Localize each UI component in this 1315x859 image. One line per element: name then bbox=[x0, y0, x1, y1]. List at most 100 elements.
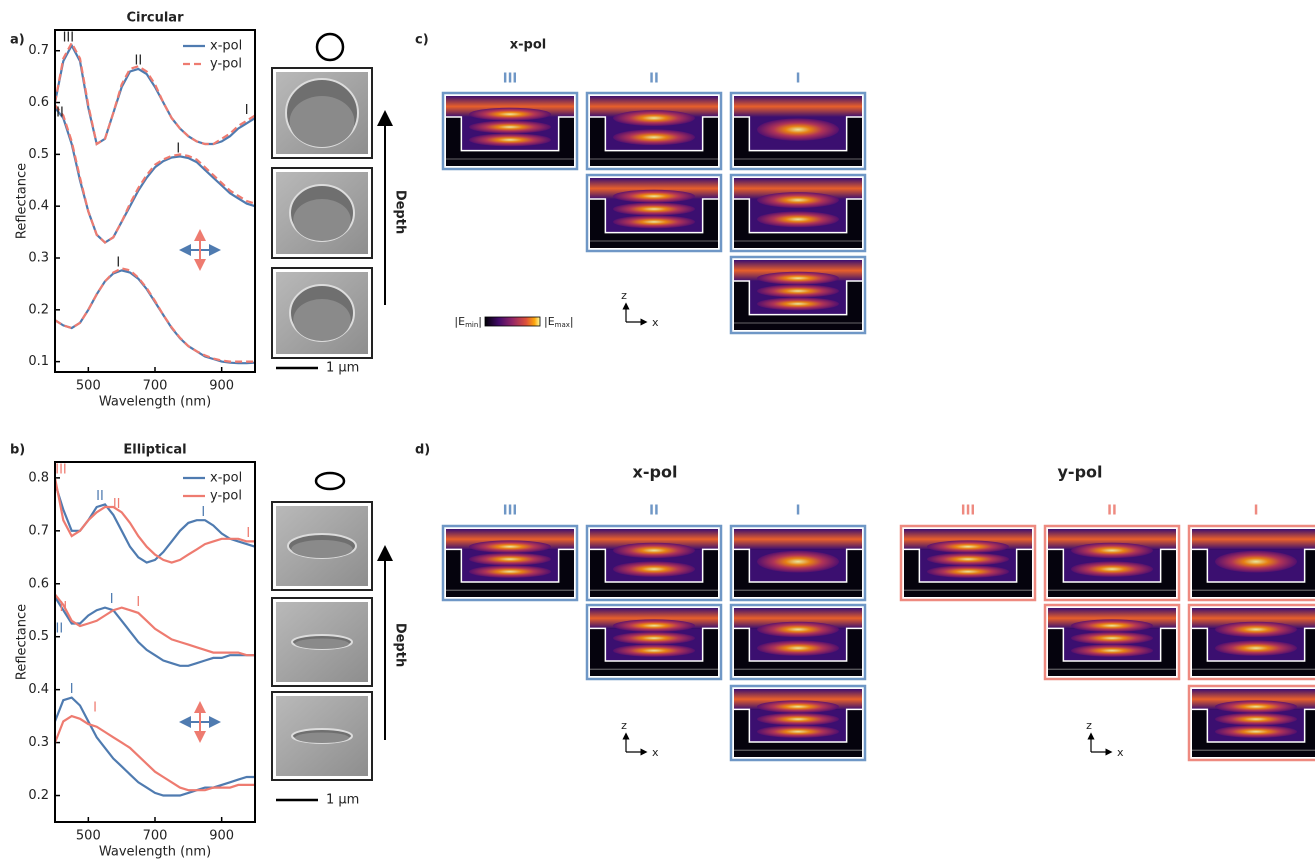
axis-icon-label: z bbox=[621, 289, 627, 302]
y-tick-label: 0.7 bbox=[28, 523, 49, 538]
x-tick-label: 500 bbox=[76, 829, 101, 844]
mode-annotation: I bbox=[246, 526, 250, 541]
legend-label: x-pol bbox=[210, 471, 242, 486]
field-lobe bbox=[469, 553, 551, 566]
sem-hole-floor bbox=[293, 299, 351, 341]
field-lobe bbox=[757, 725, 839, 738]
field-lobe bbox=[757, 713, 839, 726]
sem-hole-floor bbox=[290, 96, 355, 147]
colorbar-label-part: max bbox=[555, 321, 570, 329]
mode-label: II bbox=[1107, 504, 1117, 519]
mode-annotation: II bbox=[56, 105, 64, 120]
legend-label: y-pol bbox=[210, 57, 242, 72]
mode-annotation: II bbox=[134, 54, 142, 69]
mode-annotation: III bbox=[55, 462, 67, 477]
sem-hole-floor bbox=[293, 199, 351, 241]
field-lobe bbox=[1071, 632, 1153, 645]
colorbar-label-part: | bbox=[570, 315, 574, 328]
field-lobe bbox=[613, 644, 695, 657]
line-series bbox=[55, 105, 255, 242]
field-lobe bbox=[1215, 725, 1297, 738]
colorbar-label-part: |E bbox=[454, 315, 465, 328]
field-lobe bbox=[757, 192, 839, 208]
y-tick-label: 0.1 bbox=[28, 354, 49, 369]
field-lobe bbox=[757, 297, 839, 310]
mode-label: III bbox=[503, 72, 518, 87]
field-lobe bbox=[469, 133, 551, 146]
colorbar-label-part: |E bbox=[544, 315, 555, 328]
field-lobe bbox=[1215, 713, 1297, 726]
axis-icon-label: x bbox=[652, 316, 659, 329]
line-series bbox=[55, 594, 255, 655]
y-tick-label: 0.4 bbox=[28, 682, 49, 697]
chart-title: Circular bbox=[126, 11, 184, 26]
mode-label: I bbox=[796, 72, 801, 87]
field-lobe bbox=[757, 622, 839, 637]
x-tick-label: 500 bbox=[76, 379, 101, 394]
axis-icon-label: z bbox=[1086, 719, 1092, 732]
field-lobe bbox=[469, 121, 551, 134]
y-axis-label: Reflectance bbox=[15, 163, 30, 239]
mode-annotation: I bbox=[93, 701, 97, 716]
axis-icon-label: x bbox=[652, 746, 659, 759]
field-lobe bbox=[613, 203, 695, 216]
field-lobe bbox=[757, 700, 839, 713]
field-lobe bbox=[613, 619, 695, 632]
field-lobe bbox=[757, 551, 839, 573]
x-tick-label: 900 bbox=[209, 379, 234, 394]
x-tick-label: 900 bbox=[209, 829, 234, 844]
mode-annotation: II bbox=[55, 621, 63, 636]
axis-icon-label: z bbox=[621, 719, 627, 732]
mode-annotation: I bbox=[245, 103, 249, 118]
mode-annotation: III bbox=[63, 30, 75, 45]
field-lobe bbox=[1071, 619, 1153, 632]
field-lobe bbox=[757, 285, 839, 298]
line-series bbox=[55, 716, 255, 790]
y-tick-label: 0.2 bbox=[28, 302, 49, 317]
mode-annotation: I bbox=[176, 142, 180, 157]
y-tick-label: 0.4 bbox=[28, 199, 49, 214]
x-axis-label: Wavelength (nm) bbox=[99, 395, 211, 410]
field-lobe bbox=[927, 540, 1009, 553]
panel-label: d) bbox=[415, 443, 430, 458]
y-axis-label: Reflectance bbox=[15, 604, 30, 680]
field-lobe bbox=[927, 565, 1009, 578]
shape-icon bbox=[317, 34, 343, 60]
line-series bbox=[55, 597, 255, 666]
legend-label: y-pol bbox=[210, 489, 242, 504]
plot-frame bbox=[55, 462, 255, 822]
sem-hole-floor bbox=[291, 540, 352, 558]
y-tick-label: 0.6 bbox=[28, 576, 49, 591]
field-lobe bbox=[1215, 551, 1297, 573]
mode-annotation: I bbox=[136, 595, 140, 610]
map-group-title: y-pol bbox=[1058, 463, 1103, 482]
field-lobe bbox=[757, 211, 839, 227]
field-lobe bbox=[613, 561, 695, 576]
field-lobe bbox=[1215, 640, 1297, 655]
line-series bbox=[55, 108, 255, 243]
field-lobe bbox=[1071, 644, 1153, 657]
sem-hole-floor bbox=[295, 639, 349, 650]
scale-label: 1 µm bbox=[326, 361, 359, 376]
field-lobe bbox=[613, 632, 695, 645]
shape-icon bbox=[316, 473, 344, 489]
colorbar-label: |Emin| bbox=[454, 315, 482, 329]
y-tick-label: 0.7 bbox=[28, 43, 49, 58]
y-tick-label: 0.8 bbox=[28, 470, 49, 485]
mode-annotation: I bbox=[70, 682, 74, 697]
x-tick-label: 700 bbox=[143, 829, 168, 844]
mode-label: III bbox=[961, 504, 976, 519]
field-lobe bbox=[613, 215, 695, 228]
field-lobe bbox=[757, 272, 839, 285]
field-lobe bbox=[757, 118, 839, 140]
field-lobe bbox=[613, 110, 695, 126]
field-lobe bbox=[757, 640, 839, 655]
legend-label: x-pol bbox=[210, 39, 242, 54]
field-map-layer bbox=[734, 96, 862, 117]
field-lobe bbox=[1071, 561, 1153, 576]
field-lobe bbox=[469, 108, 551, 121]
field-lobe bbox=[1071, 543, 1153, 558]
depth-label: Depth bbox=[393, 190, 408, 234]
y-tick-label: 0.3 bbox=[28, 251, 49, 266]
field-lobe bbox=[469, 540, 551, 553]
